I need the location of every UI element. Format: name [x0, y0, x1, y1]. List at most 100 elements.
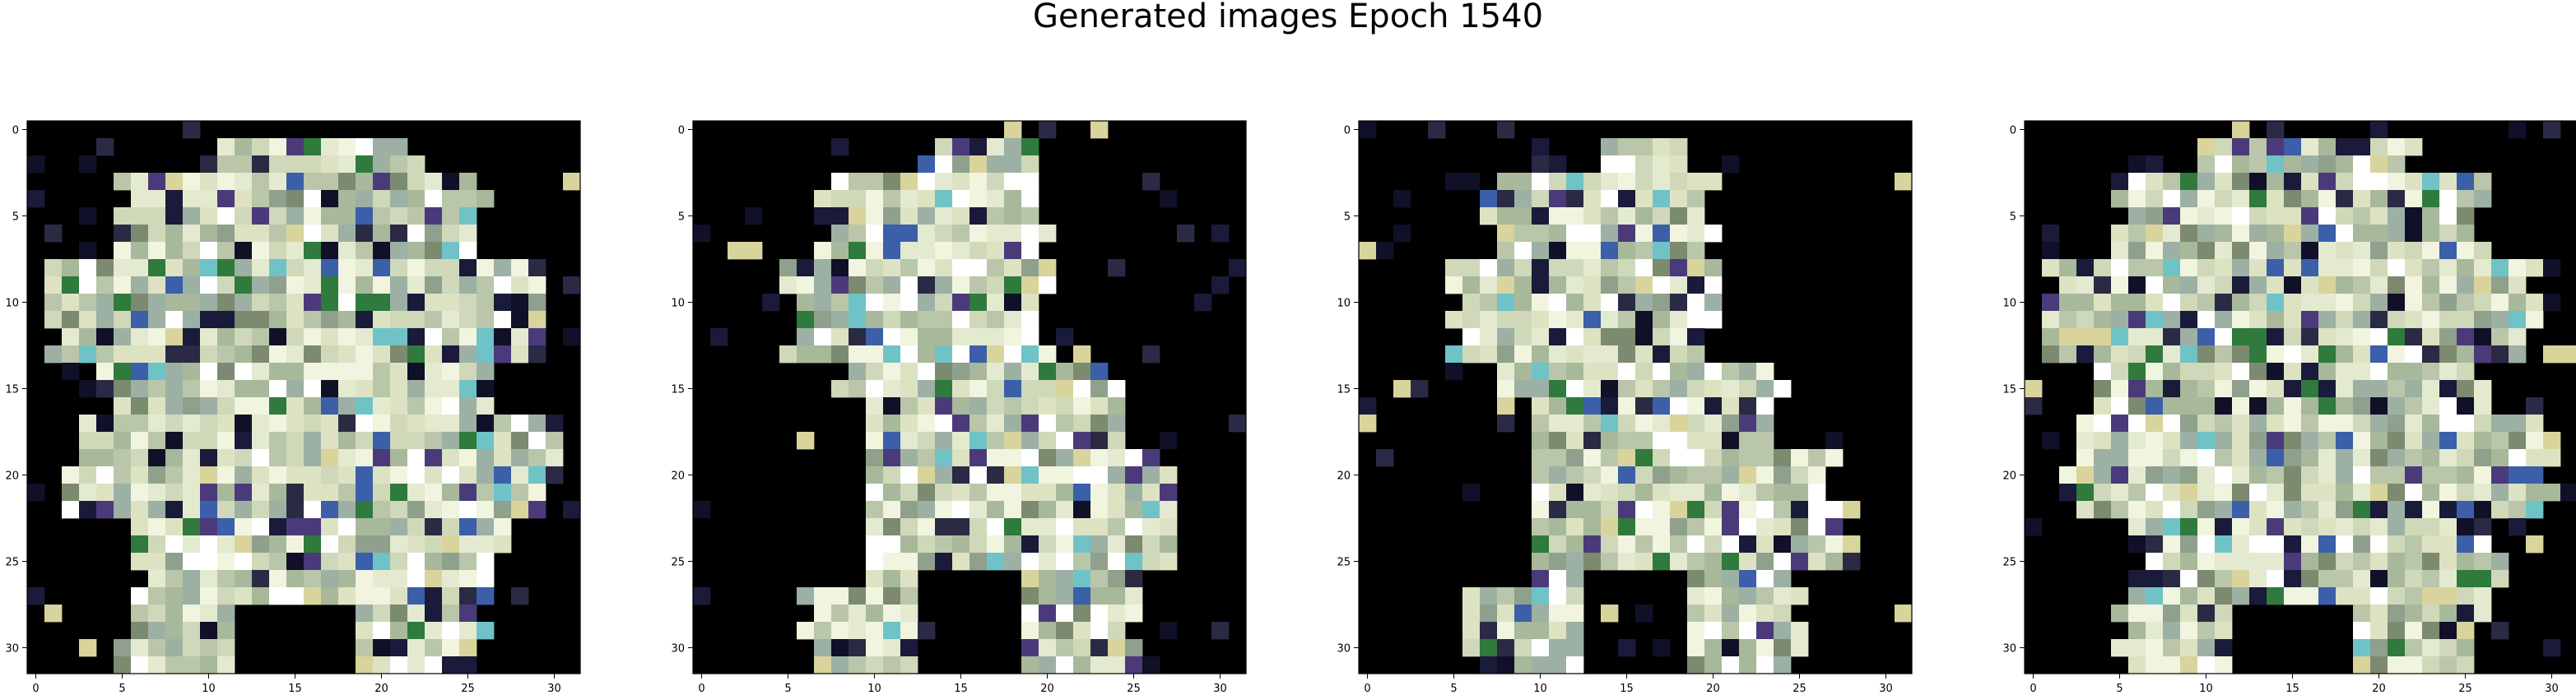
pixel-cell — [2180, 345, 2198, 364]
pixel-cell — [1445, 363, 1463, 381]
pixel-cell — [304, 397, 322, 415]
pixel-cell — [373, 173, 391, 191]
pixel-cell — [356, 311, 374, 329]
pixel-cell — [2111, 276, 2129, 294]
pixel-cell — [165, 466, 184, 484]
pixel-cell — [2353, 242, 2371, 260]
pixel-cell — [1480, 190, 1498, 208]
pixel-cell — [165, 259, 184, 277]
pixel-cell — [1618, 259, 1636, 277]
pixel-cell — [1021, 380, 1039, 398]
pixel-cell — [935, 345, 953, 364]
pixel-cell — [918, 380, 936, 398]
pixel-cell — [131, 501, 149, 519]
pixel-cell — [2388, 328, 2406, 346]
pixel-cell — [425, 207, 443, 225]
pixel-cell — [1532, 190, 1550, 208]
pixel-cell — [373, 380, 391, 398]
pixel-cell — [269, 259, 287, 277]
pixel-cell — [1056, 605, 1074, 623]
pixel-cell — [1722, 484, 1740, 502]
pixel-cell — [338, 207, 356, 225]
pixel-cell — [338, 484, 356, 502]
pixel-cell — [2370, 535, 2388, 554]
pixel-cell — [2405, 259, 2423, 277]
pixel-cell — [165, 570, 184, 588]
pixel-cell — [883, 173, 901, 191]
pixel-cell — [2353, 155, 2371, 174]
pixel-cell — [2405, 276, 2423, 294]
pixel-cell — [2094, 380, 2112, 398]
y-tick-label: 25 — [5, 557, 19, 569]
pixel-cell — [114, 311, 132, 329]
pixel-cell — [2353, 605, 2371, 623]
pixel-cell — [1670, 138, 1688, 156]
pixel-cell — [2422, 294, 2440, 312]
pixel-cell — [477, 397, 495, 415]
pixel-cell — [1635, 449, 1653, 467]
pixel-cell — [2422, 432, 2440, 450]
pixel-cell — [2232, 207, 2250, 225]
pixel-cell — [269, 397, 287, 415]
pixel-cell — [1566, 501, 1584, 519]
pixel-cell — [321, 466, 339, 484]
pixel-cell — [2267, 190, 2285, 208]
pixel-cell — [1739, 605, 1757, 623]
pixel-cell — [918, 276, 936, 294]
pixel-cell — [148, 242, 166, 260]
pixel-cell — [849, 605, 867, 623]
pixel-cell — [2526, 397, 2544, 415]
pixel-cell — [1532, 380, 1550, 398]
pixel-cell — [1583, 535, 1602, 554]
pixel-cell — [883, 415, 901, 433]
pixel-cell — [2491, 328, 2509, 346]
pixel-cell — [2336, 328, 2354, 346]
pixel-cell — [114, 484, 132, 502]
pixel-cell — [969, 553, 988, 571]
pixel-cell — [2526, 449, 2544, 467]
pixel-cell — [1497, 345, 1515, 364]
pixel-cell — [1704, 466, 1723, 484]
pixel-cell — [2128, 225, 2146, 243]
pixel-cell — [200, 155, 218, 174]
pixel-cell — [1722, 466, 1740, 484]
pixel-cell — [477, 380, 495, 398]
pixel-cell — [2215, 518, 2233, 536]
pixel-cell — [2249, 466, 2267, 484]
x-tick-label: 20 — [1706, 683, 1720, 695]
pixel-cell — [338, 432, 356, 450]
pixel-cell — [2284, 449, 2302, 467]
pixel-cell — [2284, 570, 2302, 588]
pixel-cell — [866, 207, 884, 225]
pixel-cell — [2388, 242, 2406, 260]
pixel-cell — [1635, 328, 1653, 346]
pixel-cell — [2076, 501, 2095, 519]
pixel-cell — [1056, 415, 1074, 433]
pixel-cell — [1125, 501, 1143, 519]
pixel-cell — [2128, 397, 2146, 415]
pixel-cell — [165, 449, 184, 467]
pixel-cell — [935, 311, 953, 329]
pixel-cell — [1039, 622, 1057, 640]
pixel-cell — [148, 484, 166, 502]
pixel-cell — [252, 397, 270, 415]
pixel-cell — [459, 484, 477, 502]
pixel-cell — [1739, 570, 1757, 588]
pixel-cell — [866, 570, 884, 588]
pixel-cell — [1653, 639, 1671, 657]
pixel-cell — [2301, 415, 2319, 433]
pixel-cell — [1142, 535, 1160, 554]
pixel-cell — [1090, 656, 1109, 674]
pixel-cell — [2301, 138, 2319, 156]
pixel-cell — [2215, 294, 2233, 312]
pixel-cell — [1039, 501, 1057, 519]
pixel-cell — [2128, 622, 2146, 640]
pixel-cell — [1056, 639, 1074, 657]
pixel-cell — [2474, 380, 2492, 398]
pixel-cell — [148, 311, 166, 329]
pixel-cell — [321, 345, 339, 364]
pixel-cell — [1687, 190, 1705, 208]
pixel-cell — [2094, 363, 2112, 381]
pixel-cell — [148, 294, 166, 312]
